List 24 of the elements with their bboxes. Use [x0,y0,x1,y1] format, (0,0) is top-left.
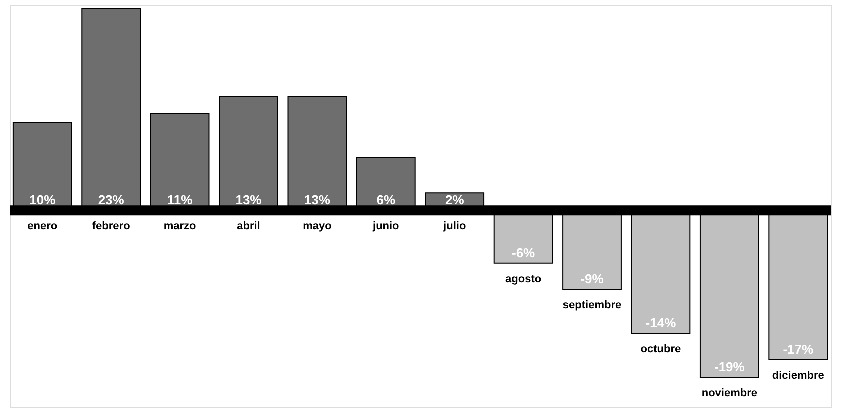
x-tick-label: abril [237,220,260,233]
data-label: 10% [30,192,56,208]
x-tick-label: octubre [640,344,682,356]
data-label: 23% [98,192,125,208]
data-label: 6% [376,192,396,208]
data-label: 11% [167,192,194,208]
data-label: 13% [236,192,262,208]
data-label: 13% [304,192,331,208]
x-tick-label: agosto [506,273,542,286]
x-tick-label: mayo [303,220,332,233]
data-label: -9% [580,272,604,287]
data-label: -14% [646,316,677,331]
data-label: -19% [714,359,746,374]
x-tick-label: enero [28,220,58,233]
x-tick-label: junio [372,220,400,233]
data-label: -6% [512,245,536,260]
x-tick-label: febrero [92,220,131,233]
x-tick-label: noviembre [702,387,758,400]
data-label: 2% [445,192,465,208]
x-tick-label: marzo [164,220,197,233]
x-tick-label: diciembre [772,370,824,382]
data-label: -17% [783,342,814,357]
x-tick-label: julio [442,220,466,233]
x-tick-label: septiembre [562,300,622,312]
